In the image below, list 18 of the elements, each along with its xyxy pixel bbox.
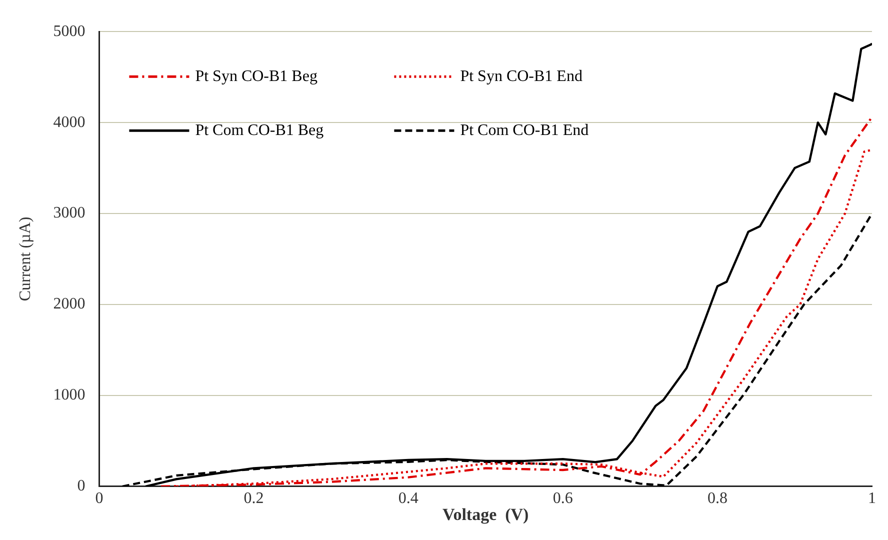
y-tick-label: 5000 <box>53 22 86 40</box>
x-tick-label: 0.4 <box>398 490 418 508</box>
x-tick-label: 0.2 <box>244 490 264 508</box>
x-tick-label: 0.8 <box>707 490 728 508</box>
x-tick-label: 0.6 <box>552 490 573 508</box>
legend-label: Pt Syn CO-B1 End <box>460 68 582 85</box>
legend-label: Pt Syn CO-B1 Beg <box>195 68 318 85</box>
y-tick-label: 3000 <box>53 204 86 222</box>
y-tick-label: 0 <box>77 478 86 495</box>
x-tick-label: 1 <box>868 490 876 508</box>
legend-label: Pt Com CO-B1 Beg <box>195 122 324 139</box>
y-tick-label: 1000 <box>53 386 86 404</box>
y-tick-label: 4000 <box>53 114 86 131</box>
x-axis-title: Voltage (V) <box>442 505 529 524</box>
x-tick-label: 0 <box>95 490 104 508</box>
y-tick-label: 2000 <box>53 296 86 313</box>
y-axis-title: Current (µA) <box>16 216 34 302</box>
legend-label: Pt Com CO-B1 End <box>460 122 589 139</box>
